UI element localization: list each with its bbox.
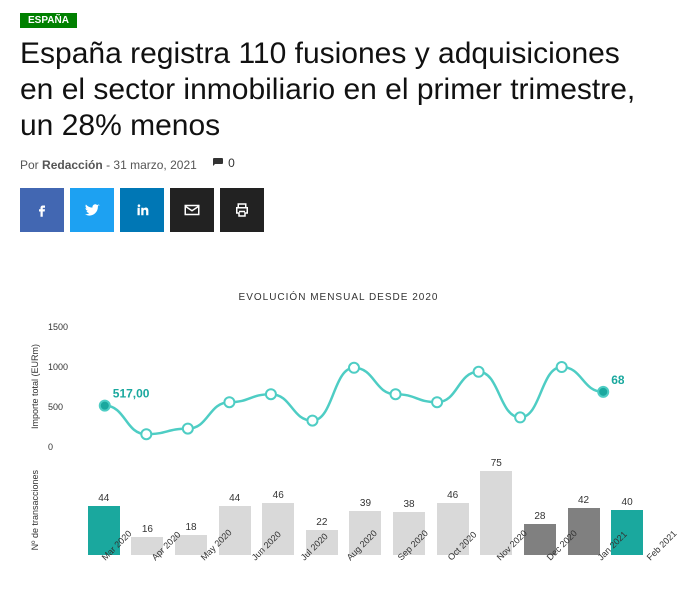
page-title: España registra 110 fusiones y adquisici…: [20, 36, 657, 144]
comment-icon: [212, 157, 224, 169]
bar-value-label: 42: [578, 495, 589, 506]
byline-prefix: Por: [20, 158, 39, 172]
bar-y-label: Nº de transacciones: [30, 470, 40, 550]
line-chart: Importe total (EURm) 050010001500517,006…: [30, 327, 647, 447]
bar-value-label: 18: [185, 522, 196, 533]
bar-value-label: 46: [273, 490, 284, 501]
share-linkedin[interactable]: [120, 188, 164, 232]
bar-value-label: 28: [534, 511, 545, 522]
category-badge[interactable]: ESPAÑA: [20, 13, 77, 28]
byline-date: 31 marzo, 2021: [113, 158, 196, 172]
share-facebook[interactable]: [20, 188, 64, 232]
svg-text:689,40: 689,40: [611, 373, 624, 387]
bar-value-label: 44: [98, 493, 109, 504]
twitter-icon: [83, 201, 101, 219]
facebook-icon: [33, 201, 51, 219]
bar-value-label: 44: [229, 493, 240, 504]
print-icon: [233, 201, 251, 219]
bar-value-label: 46: [447, 490, 458, 501]
bar-value-label: 38: [404, 499, 415, 510]
byline-author[interactable]: Redacción: [42, 158, 103, 172]
bar-value-label: 16: [142, 524, 153, 535]
byline: Por Redacción - 31 marzo, 2021 0: [20, 156, 657, 172]
share-twitter[interactable]: [70, 188, 114, 232]
chart-title: EVOLUCIÓN MENSUAL DESDE 2020: [30, 292, 647, 303]
share-print[interactable]: [220, 188, 264, 232]
line-y-label: Importe total (EURm): [30, 344, 40, 429]
share-email[interactable]: [170, 188, 214, 232]
svg-text:517,00: 517,00: [113, 387, 150, 401]
bar-value-label: 75: [491, 458, 502, 469]
email-icon: [183, 201, 201, 219]
bar-value-label: 22: [316, 517, 327, 528]
line-chart-svg: 517,00 689,40: [84, 327, 624, 447]
bar-value-label: 40: [622, 497, 633, 508]
x-axis-labels: Mar 2020Apr 2020May 2020Jun 2020Jul 2020…: [94, 561, 647, 601]
comments-count: 0: [228, 156, 235, 170]
byline-sep: -: [106, 158, 110, 172]
comments-link[interactable]: 0: [212, 156, 235, 170]
share-row: [20, 188, 657, 232]
linkedin-icon: [133, 201, 151, 219]
bar-value-label: 39: [360, 498, 371, 509]
chart-container: EVOLUCIÓN MENSUAL DESDE 2020 Importe tot…: [20, 262, 657, 601]
